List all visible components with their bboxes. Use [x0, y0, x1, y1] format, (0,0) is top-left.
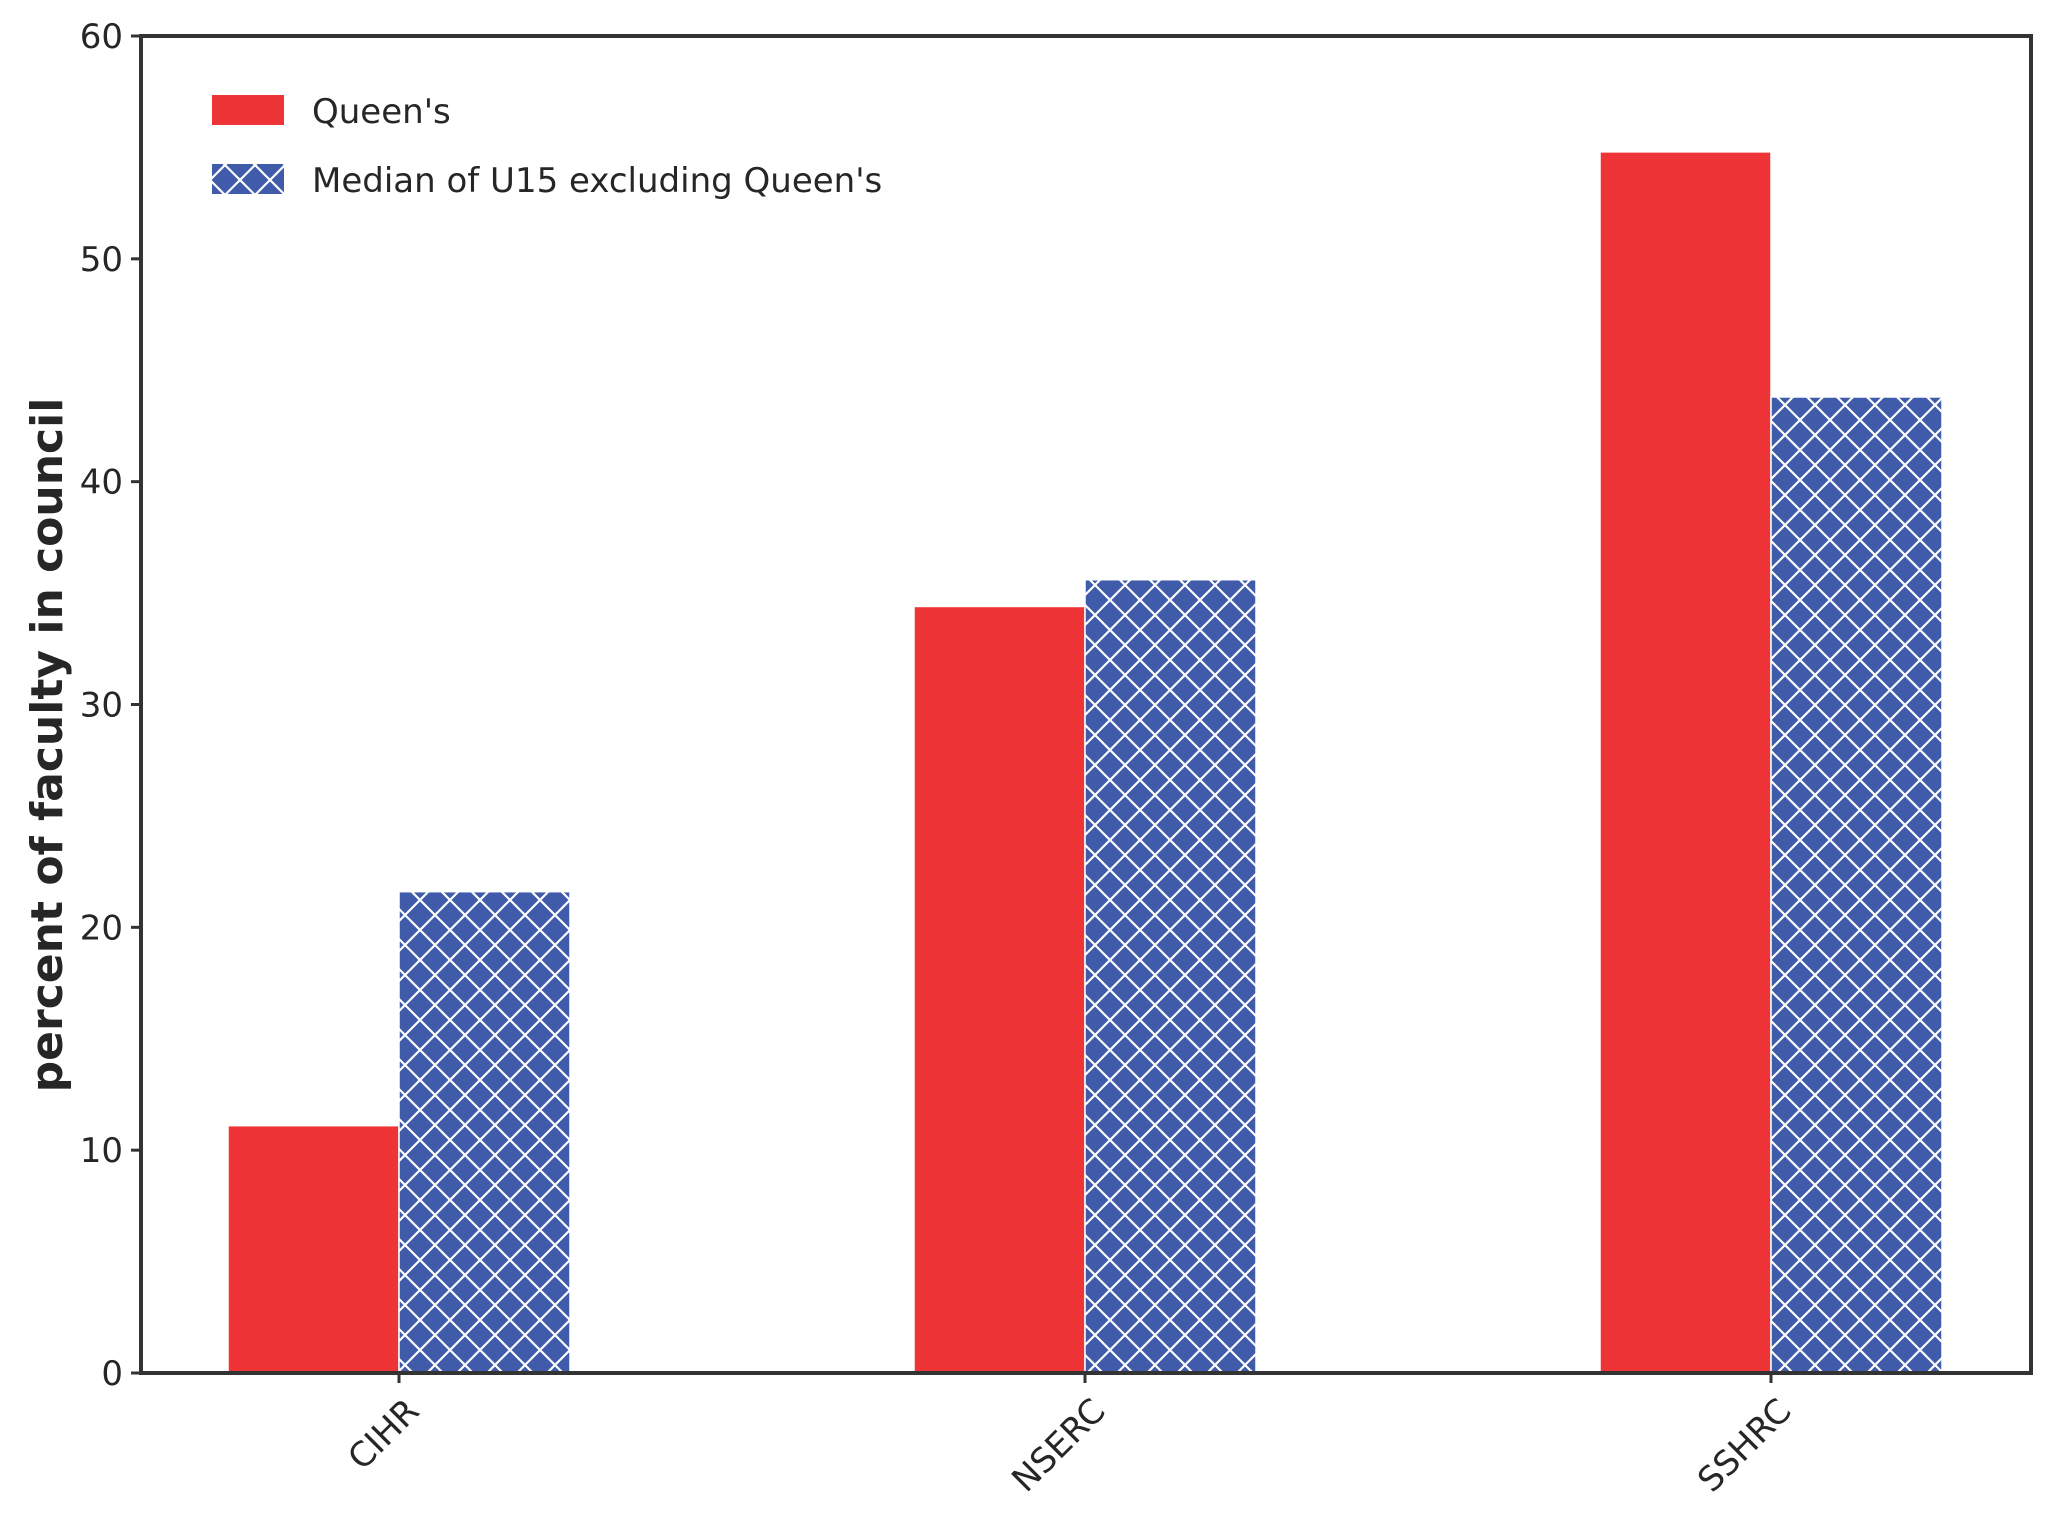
x-tick-label-sshrc: SSHRC — [1690, 1391, 1799, 1500]
y-tick-label: 20 — [80, 908, 123, 948]
legend-label-queens: Queen's — [312, 92, 451, 132]
y-ticks: 0 10 20 30 40 50 60 — [80, 17, 141, 1394]
x-ticks: CIHR NSERC SSHRC — [340, 1373, 1799, 1500]
bar-cihr-u15-median — [398, 890, 571, 1374]
y-tick-label: 10 — [80, 1131, 123, 1171]
x-tick-label-cihr: CIHR — [340, 1391, 427, 1478]
legend-swatch-u15-median — [212, 164, 284, 194]
bar-sshrc-queens — [1599, 151, 1772, 1374]
y-tick-label: 40 — [80, 463, 123, 503]
bar-nserc-queens — [913, 605, 1086, 1374]
legend-swatch-queens — [212, 95, 284, 125]
y-axis-label: percent of faculty in council — [22, 398, 73, 1093]
x-tick-label-nserc: NSERC — [1004, 1391, 1113, 1500]
bars-group — [227, 151, 1943, 1374]
y-tick-label: 30 — [80, 686, 123, 726]
legend: Queen's Median of U15 excluding Queen's — [212, 92, 882, 201]
y-tick-label: 50 — [80, 240, 123, 280]
bar-nserc-u15-median — [1084, 578, 1257, 1374]
bar-sshrc-u15-median — [1770, 396, 1943, 1374]
y-tick-label: 0 — [101, 1354, 123, 1394]
bar-cihr-queens — [227, 1124, 400, 1374]
legend-label-u15-median: Median of U15 excluding Queen's — [312, 161, 882, 201]
y-tick-label: 60 — [80, 17, 123, 57]
